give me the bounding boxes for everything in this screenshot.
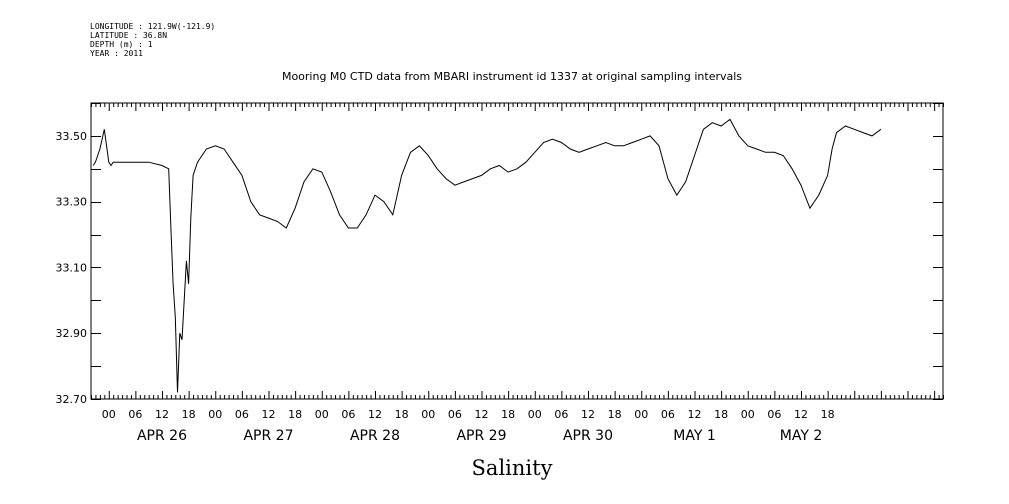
axis-ticks (91, 103, 944, 400)
hour-tick-label: 12 (475, 408, 489, 421)
hour-tick-label: 06 (341, 408, 355, 421)
y-tick-label: 33.30 (56, 196, 88, 209)
hour-tick-label: 06 (767, 408, 781, 421)
day-label: APR 30 (563, 428, 613, 444)
y-tick-label: 33.50 (56, 130, 88, 143)
day-label: APR 28 (350, 428, 400, 444)
depth-label: DEPTH (m) : 1 (90, 40, 153, 49)
day-label: APR 27 (243, 428, 293, 444)
hour-tick-label: 00 (102, 408, 116, 421)
salinity-series-line (92, 118, 882, 393)
hour-tick-label: 06 (448, 408, 462, 421)
hour-tick-label: 18 (288, 408, 302, 421)
hour-tick-label: 12 (794, 408, 808, 421)
y-tick-label: 33.10 (56, 261, 88, 274)
hour-tick-label: 06 (128, 408, 142, 421)
chart-title: Mooring M0 CTD data from MBARI instrumen… (282, 70, 742, 83)
day-label: MAY 2 (780, 428, 822, 444)
year-label: YEAR : 2011 (90, 49, 143, 58)
y-tick-labels: 33.50 33.30 33.10 32.90 32.70 (56, 130, 88, 406)
hour-tick-label: 06 (661, 408, 675, 421)
hour-tick-label: 06 (235, 408, 249, 421)
hour-tick-label: 06 (554, 408, 568, 421)
hour-tick-labels: 00 06 12 18 00 06 12 18 00 06 12 18 00 06 12 18 00 06 12 18… (102, 408, 835, 421)
hour-tick-label: 00 (634, 408, 648, 421)
hour-tick-label: 00 (528, 408, 542, 421)
hour-tick-label: 18 (501, 408, 515, 421)
day-label: APR 26 (137, 428, 187, 444)
longitude-label: LONGITUDE : 121.9W(-121.9) (90, 22, 216, 31)
hour-tick-label: 12 (155, 408, 169, 421)
hour-tick-label: 00 (421, 408, 435, 421)
hour-tick-label: 12 (262, 408, 276, 421)
hour-tick-label: 18 (714, 408, 728, 421)
day-label: MAY 1 (673, 428, 715, 444)
hour-tick-label: 18 (821, 408, 835, 421)
y-tick-label: 32.90 (56, 327, 88, 340)
hour-tick-label: 12 (688, 408, 702, 421)
metadata-block: LONGITUDE : 121.9W(-121.9) LATITUDE : 36… (90, 22, 215, 58)
hour-tick-label: 00 (315, 408, 329, 421)
latitude-label: LATITUDE : 36.8N (90, 31, 168, 40)
x-axis-label: Salinity (472, 456, 553, 480)
y-tick-label: 32.70 (56, 393, 88, 406)
hour-tick-label: 18 (182, 408, 196, 421)
hour-tick-label: 18 (608, 408, 622, 421)
hour-tick-label: 00 (741, 408, 755, 421)
hour-tick-label: 00 (208, 408, 222, 421)
day-labels: APR 26 APR 27 APR 28 APR 29 APR 30 MAY 1 MAY 2 (137, 428, 822, 444)
hour-tick-label: 12 (368, 408, 382, 421)
day-label: APR 29 (456, 428, 506, 444)
hour-tick-label: 18 (395, 408, 409, 421)
hour-tick-label: 12 (581, 408, 595, 421)
